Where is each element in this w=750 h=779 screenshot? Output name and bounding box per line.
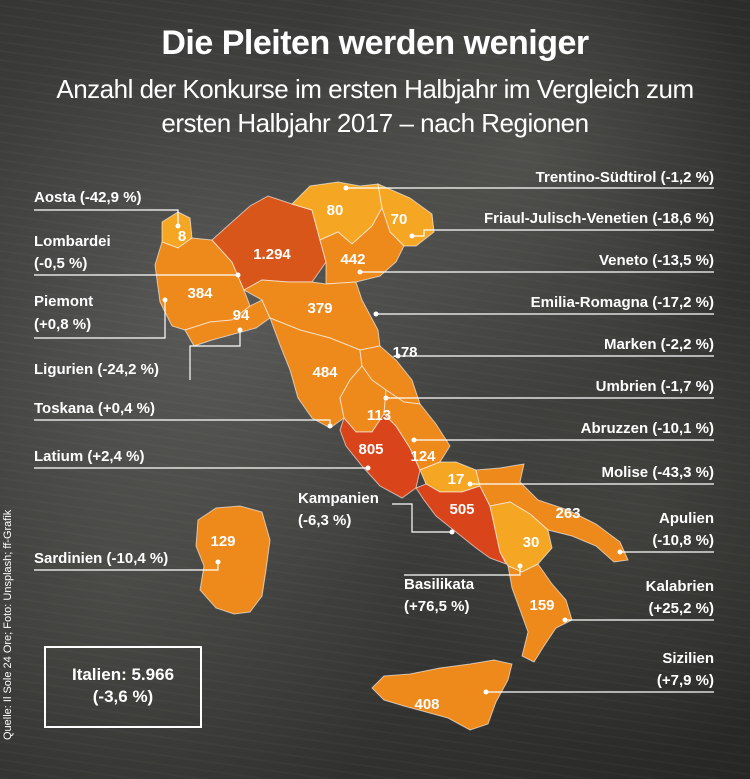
value-emilia: 379 bbox=[307, 300, 332, 317]
value-marken: 178 bbox=[392, 344, 417, 361]
region-sardinien bbox=[195, 505, 271, 615]
label-trentino: Trentino-Südtirol (-1,2 %) bbox=[536, 169, 714, 186]
label-basilikata-name: Basilikata bbox=[404, 576, 475, 593]
value-veneto: 442 bbox=[340, 251, 365, 268]
label-marken: Marken (-2,2 %) bbox=[604, 336, 714, 353]
value-kampanien: 505 bbox=[449, 501, 474, 518]
region-latium bbox=[339, 413, 421, 499]
value-toskana: 484 bbox=[312, 364, 338, 381]
value-lombardei: 1.294 bbox=[253, 246, 291, 263]
label-sardinien: Sardinien (-10,4 %) bbox=[34, 550, 168, 567]
value-apulien: 263 bbox=[555, 505, 580, 522]
total-value: Italien: 5.966 bbox=[71, 665, 175, 684]
label-apulien-name: Apulien bbox=[659, 510, 714, 527]
label-basilikata-change: (+76,5 %) bbox=[404, 598, 469, 615]
label-sizilien-change: (+7,9 %) bbox=[657, 672, 714, 689]
label-kampanien-name: Kampanien bbox=[298, 490, 379, 507]
value-kalabrien: 159 bbox=[529, 597, 554, 614]
value-ligurien: 94 bbox=[233, 307, 250, 324]
label-kalabrien-change: (+25,2 %) bbox=[649, 600, 714, 617]
label-lombardei-change: (-0,5 %) bbox=[34, 255, 87, 272]
label-veneto: Veneto (-13,5 %) bbox=[599, 252, 714, 269]
region-sizilien bbox=[371, 659, 513, 731]
label-molise: Molise (-43,3 %) bbox=[601, 464, 714, 481]
leader-lines bbox=[34, 187, 714, 693]
label-aosta: Aosta (-42,9 %) bbox=[34, 189, 142, 206]
value-latium: 805 bbox=[358, 441, 383, 458]
region-kalabrien bbox=[507, 563, 573, 663]
label-sizilien-name: Sizilien bbox=[662, 650, 714, 667]
value-sizilien: 408 bbox=[414, 696, 439, 713]
label-friaul: Friaul-Julisch-Venetien (-18,6 %) bbox=[484, 210, 714, 227]
total-box: Italien: 5.966 (-3,6 %) bbox=[44, 646, 202, 728]
label-piemont-name: Piemont bbox=[34, 293, 93, 310]
label-kampanien-change: (-6,3 %) bbox=[298, 512, 351, 529]
page-title: Die Pleiten werden weniger bbox=[161, 24, 589, 62]
label-apulien-change: (-10,8 %) bbox=[652, 532, 714, 549]
label-kalabrien-name: Kalabrien bbox=[646, 578, 714, 595]
page-subtitle: Anzahl der Konkurse im ersten Halbjahr i… bbox=[56, 74, 694, 138]
label-abruzzen: Abruzzen (-10,1 %) bbox=[581, 420, 714, 437]
value-umbrien: 113 bbox=[367, 407, 391, 424]
value-sardinien: 129 bbox=[210, 533, 235, 550]
label-lombardei-name: Lombardei bbox=[34, 233, 111, 250]
value-basilikata: 30 bbox=[523, 534, 540, 551]
total-change: (-3,6 %) bbox=[92, 687, 154, 706]
label-toskana: Toskana (+0,4 %) bbox=[34, 400, 155, 417]
label-latium: Latium (+2,4 %) bbox=[34, 448, 144, 465]
value-molise: 17 bbox=[448, 471, 465, 488]
leader-dots bbox=[162, 185, 623, 695]
source-credit: Quelle: Il Sole 24 Ore; Foto: Unsplash; … bbox=[2, 509, 14, 740]
value-abruzzen: 124 bbox=[410, 448, 436, 465]
region-piemont bbox=[154, 237, 251, 331]
label-piemont-change: (+0,8 %) bbox=[34, 316, 91, 333]
label-emilia: Emilia-Romagna (-17,2 %) bbox=[531, 294, 714, 311]
value-piemont: 384 bbox=[187, 285, 213, 302]
value-aosta: 8 bbox=[178, 228, 186, 245]
value-trentino: 80 bbox=[327, 202, 344, 219]
label-umbrien: Umbrien (-1,7 %) bbox=[596, 378, 714, 395]
label-ligurien: Ligurien (-24,2 %) bbox=[34, 361, 159, 378]
value-friaul: 70 bbox=[391, 211, 408, 228]
